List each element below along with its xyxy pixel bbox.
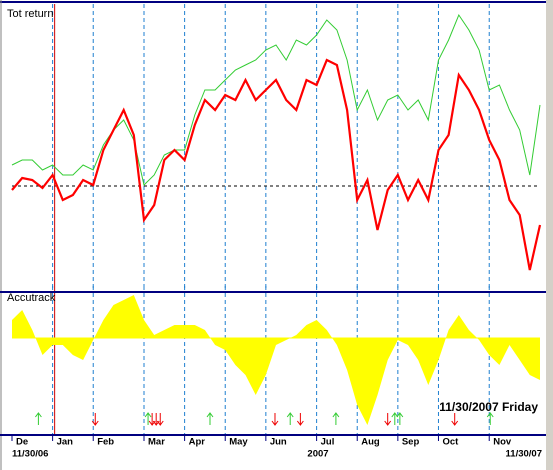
series-line [11, 58, 542, 271]
sell-signal [384, 413, 392, 426]
x-tick-label: Jan [57, 437, 74, 448]
sell-signal [451, 413, 459, 426]
x-tick-label: Oct [442, 437, 459, 448]
date-annotation: 11/30/2007 Friday [439, 400, 538, 414]
x-tick-label: Apr [189, 437, 206, 448]
buy-signal [391, 412, 399, 425]
year-label: 2007 [307, 449, 328, 460]
sell-signal [91, 413, 99, 426]
sell-signal [156, 413, 164, 426]
x-tick-label: Jun [270, 437, 287, 448]
x-tick-label: May [229, 437, 248, 448]
x-tick-label: Nov [493, 437, 512, 448]
end-date: 11/30/07 [506, 449, 542, 460]
x-tick-label: Sep [402, 437, 420, 448]
panel-title: Tot return [7, 8, 53, 20]
sell-signal [271, 413, 279, 426]
x-tick-label: Aug [361, 437, 380, 448]
buy-signal [144, 412, 152, 425]
sell-signal [296, 413, 304, 426]
buy-signal [206, 412, 214, 425]
scrollbar-edge [546, 0, 553, 470]
series-line [11, 13, 541, 186]
buy-signal [396, 412, 404, 425]
buy-signal [286, 412, 294, 425]
buy-signal [332, 412, 340, 425]
x-tick-label: De [16, 437, 28, 448]
start-date: 11/30/06 [12, 449, 48, 460]
x-tick-label: Mar [148, 437, 165, 448]
buy-signal [35, 412, 42, 425]
plot-area: De Jan Feb Mar Apr May Jun Jul Aug Sep Oct Nov [11, 4, 542, 448]
x-tick-label: Jul [321, 437, 335, 448]
area [12, 295, 540, 425]
x-tick-label: Feb [97, 437, 114, 448]
panel-title: Accutrack [7, 292, 56, 304]
buy-signal [486, 412, 494, 425]
